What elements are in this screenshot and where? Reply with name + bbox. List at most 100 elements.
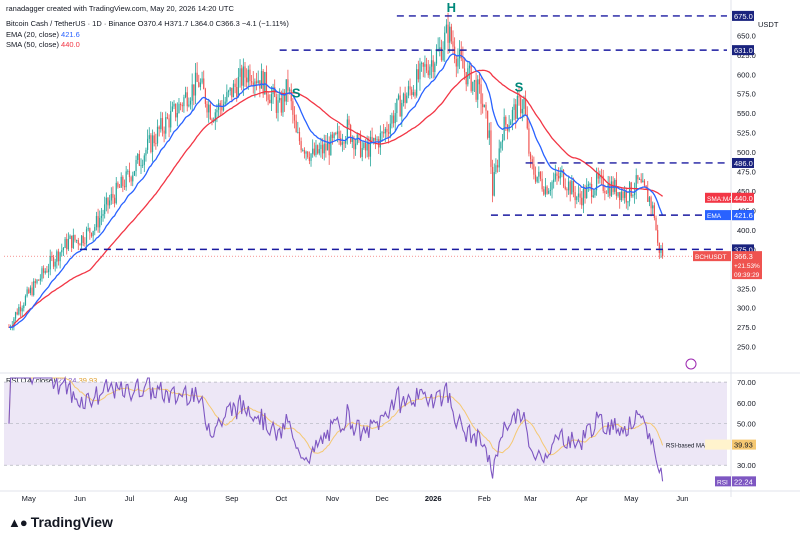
candle-body [321, 144, 324, 154]
candle-body [300, 141, 302, 151]
candle-body [241, 68, 243, 86]
candle-body [211, 119, 213, 122]
candle-body [216, 109, 218, 113]
candle-body [249, 69, 251, 82]
candle-body [637, 175, 639, 180]
rsi-ma-line [8, 377, 664, 456]
candle-body [247, 69, 249, 83]
candle-body [630, 182, 632, 197]
sma50-line [8, 69, 663, 328]
candle-body [52, 257, 55, 267]
candle-body [411, 89, 413, 96]
candle-body [47, 269, 50, 273]
candle-body [468, 65, 471, 69]
candle-body [148, 135, 150, 139]
candle-body [500, 142, 502, 149]
time-tick-label: Oct [275, 494, 288, 503]
candle-body [26, 289, 28, 297]
candle-body [69, 235, 71, 239]
time-tick-label: Nov [326, 494, 340, 503]
candle-body [477, 79, 479, 100]
candle-body [495, 165, 497, 173]
level-tag-label: 631.0 [734, 46, 753, 55]
candle-body [267, 94, 269, 100]
candle-body [196, 72, 198, 82]
candle-body [232, 83, 235, 98]
ema-legend[interactable]: EMA (20, close) 421.6 [6, 30, 80, 39]
candle-body [163, 130, 165, 134]
candle-body [529, 153, 532, 160]
candle-body [599, 175, 601, 179]
candle-body [275, 97, 277, 113]
candle-body [330, 134, 332, 156]
candle-body [72, 235, 74, 248]
candle-body [21, 308, 23, 312]
sma-legend[interactable]: SMA (50, close) 440.0 [6, 40, 80, 49]
candle-body [109, 200, 111, 206]
candle-body [435, 50, 438, 64]
ma-tag-value: 421.6 [734, 211, 753, 220]
candle-body [287, 79, 289, 91]
candle-body [498, 148, 500, 168]
candle-body [147, 138, 149, 150]
candle-body [49, 256, 51, 270]
candle-body [582, 188, 584, 206]
candle-body [397, 95, 400, 99]
candle-body [307, 151, 309, 158]
candle-body [51, 256, 53, 258]
candle-body [257, 80, 259, 83]
candle-body [125, 171, 127, 188]
candle-body [483, 104, 485, 108]
candle-body [340, 138, 342, 145]
last-price-value: 366.3 [734, 252, 753, 261]
candle-body [511, 109, 514, 122]
ma-tag-name: EMA [707, 213, 722, 220]
candle-body [293, 114, 296, 121]
candle-body [181, 105, 183, 107]
candle-body [516, 96, 518, 119]
candle-body [449, 26, 451, 43]
rsi-line [8, 375, 664, 482]
candle-body [556, 173, 558, 176]
ma-tag-left [705, 192, 731, 203]
candle-body [591, 184, 593, 198]
candle-body [350, 125, 352, 143]
candle-body [609, 183, 611, 196]
rsi-tag-left [715, 476, 731, 487]
candle-body [361, 148, 363, 157]
candle-body [28, 289, 30, 294]
candle-body [110, 193, 112, 201]
candle-body [662, 249, 664, 257]
candle-body [168, 118, 170, 128]
ema-legend-value: 421.6 [61, 30, 80, 39]
candle-body [625, 191, 627, 203]
candle-body [480, 84, 482, 104]
rsi-tick-label: 30.00 [737, 461, 756, 470]
candle-body [487, 110, 489, 138]
level-tag-label: 675.0 [734, 12, 753, 21]
candle-body [61, 250, 63, 253]
candle-body [424, 64, 426, 67]
candle-body [551, 182, 553, 190]
candle-body [297, 131, 299, 133]
candle-body [635, 175, 637, 191]
candle-body [632, 195, 634, 197]
candle-body [325, 143, 327, 151]
candle-body [520, 97, 522, 114]
time-tick-label: May [22, 494, 36, 503]
candle-body [54, 261, 56, 267]
price-tick-label: 575.0 [737, 90, 756, 99]
rsi-ma-tag-value: 39.93 [734, 441, 753, 450]
candle-body [579, 193, 581, 198]
time-tick-label: Aug [174, 494, 187, 503]
candle-body [317, 145, 319, 154]
candle-body [270, 94, 273, 104]
candle-body [279, 97, 281, 101]
candle-body [534, 174, 537, 182]
rsi-ma-tag-bg [732, 439, 756, 450]
candle-body [440, 47, 443, 61]
candle-body [298, 131, 301, 142]
candle-body [251, 81, 253, 83]
candle-body [510, 121, 512, 126]
